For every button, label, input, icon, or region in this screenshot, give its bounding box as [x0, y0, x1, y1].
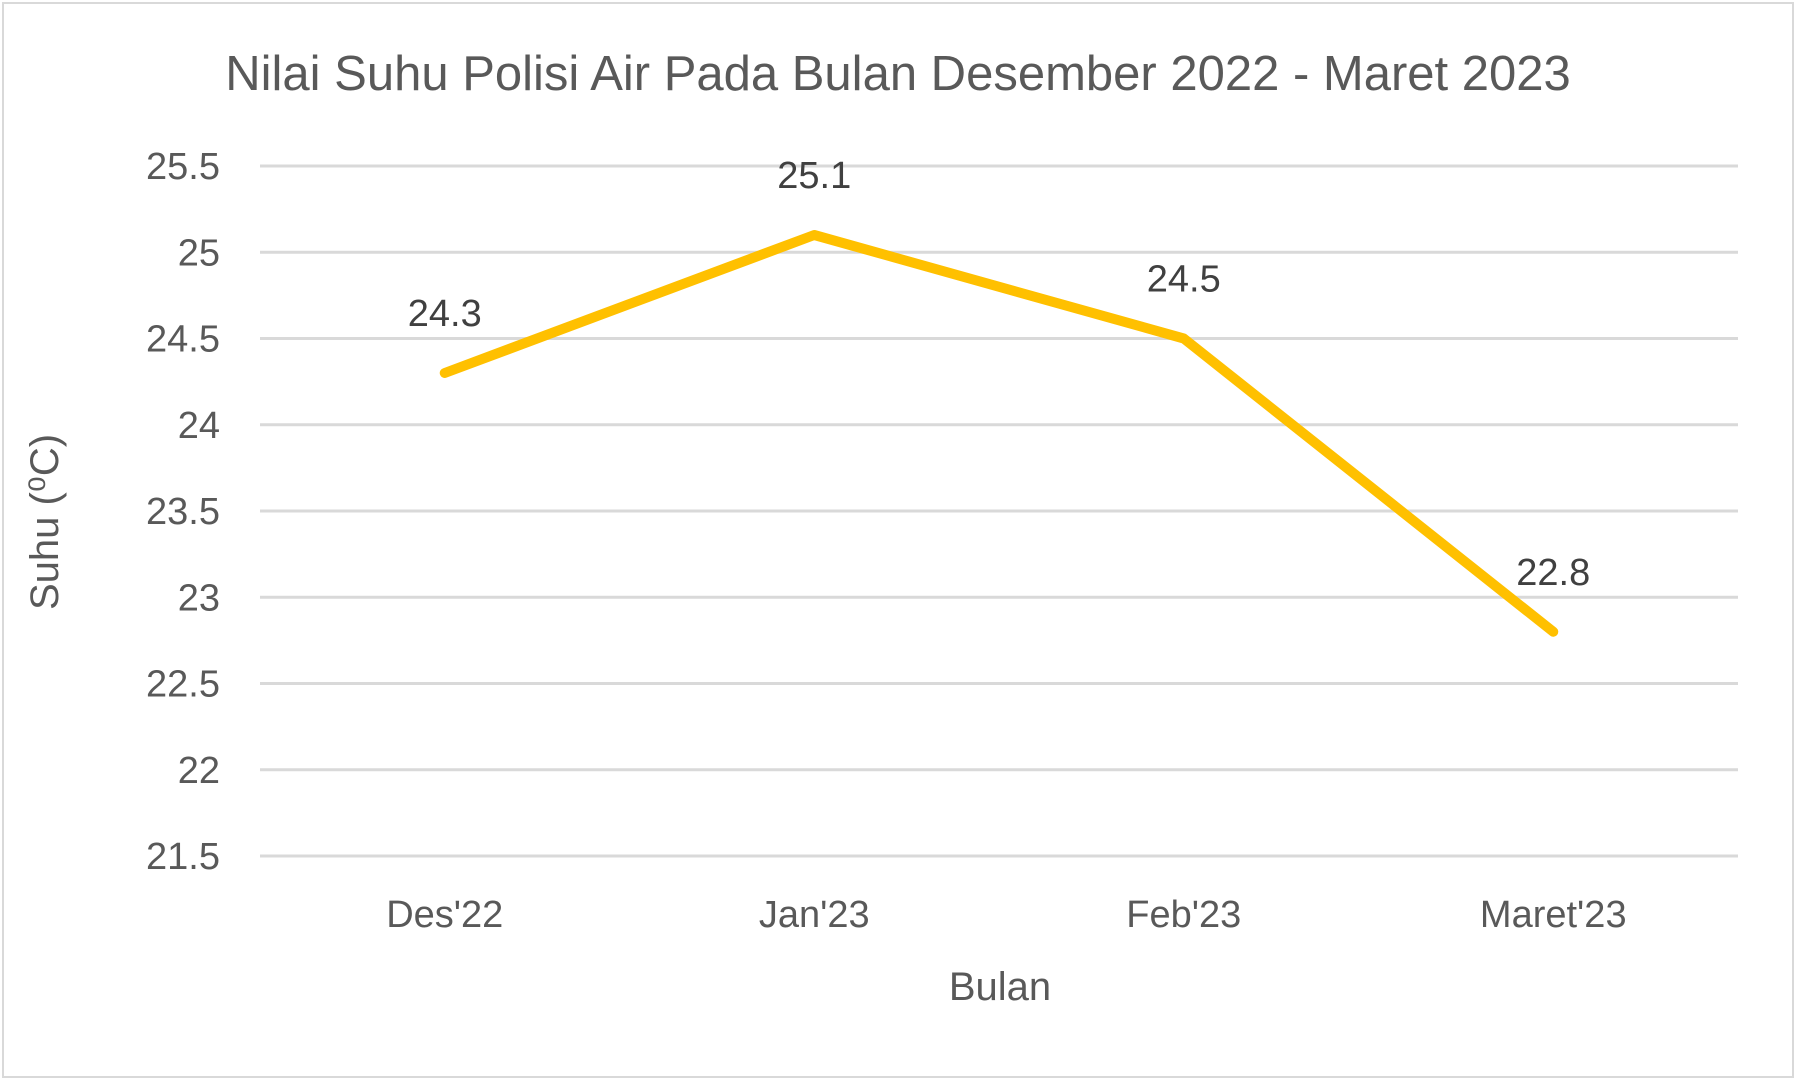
data-label: 25.1: [777, 155, 851, 197]
y-tick-label: 25: [178, 232, 220, 274]
data-labels: 24.3 25.1 24.5 22.8: [408, 155, 1590, 594]
x-tick-label: Maret'23: [1480, 894, 1627, 936]
x-tick-label: Feb'23: [1126, 894, 1241, 936]
chart-title: Nilai Suhu Polisi Air Pada Bulan Desembe…: [225, 47, 1571, 101]
y-tick-label: 23: [178, 577, 220, 619]
y-tick-label: 24: [178, 405, 220, 447]
x-axis-title: Bulan: [949, 965, 1051, 1009]
gridlines: [260, 164, 1738, 858]
y-tick-label: 23.5: [146, 491, 220, 533]
x-tick-label: Des'22: [386, 894, 503, 936]
y-tick-label: 22.5: [146, 664, 220, 706]
x-tick-label: Jan'23: [759, 894, 870, 936]
y-tick-label: 24.5: [146, 319, 220, 361]
series-line: [439, 230, 1559, 637]
data-label: 22.8: [1516, 552, 1590, 594]
y-tick-label: 22: [178, 750, 220, 792]
data-label: 24.3: [408, 293, 482, 335]
data-label: 24.5: [1147, 259, 1221, 301]
y-tick-label: 25.5: [146, 146, 220, 188]
y-axis-title: Suhu (⁰C): [23, 434, 67, 610]
series-layer: [439, 230, 1559, 637]
y-tick-label: 21.5: [146, 836, 220, 878]
y-axis-tick-labels: 21.5 22 22.5 23 23.5 24 24.5 25 25.5: [146, 146, 220, 878]
x-axis-tick-labels: Des'22 Jan'23 Feb'23 Maret'23: [386, 894, 1626, 936]
